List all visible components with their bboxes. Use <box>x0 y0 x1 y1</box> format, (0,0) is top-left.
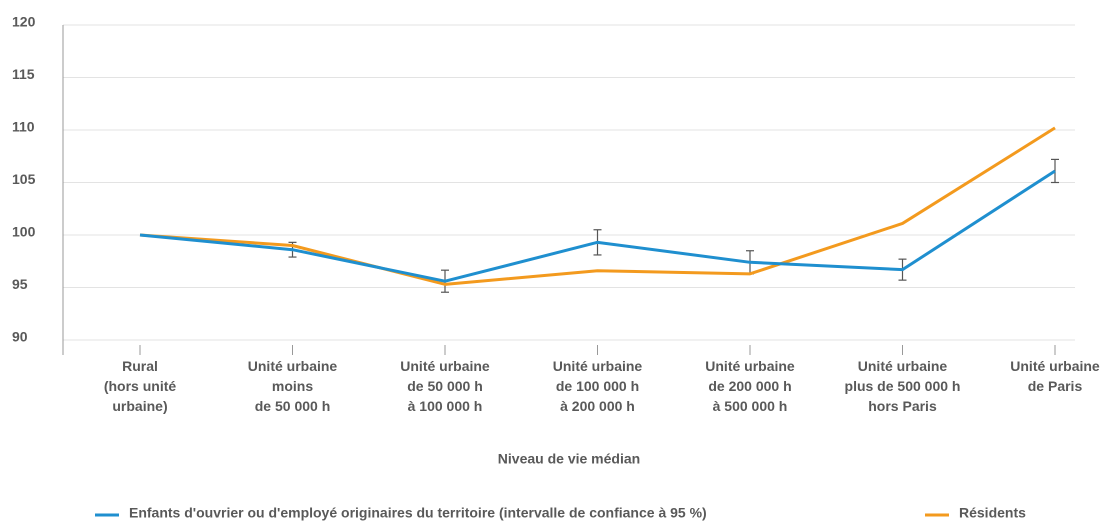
series-line <box>139 126 1056 286</box>
x-tick-label-line: Unité urbaine <box>858 358 948 374</box>
x-tick-label-line: moins <box>272 378 313 394</box>
series-line <box>139 169 1056 283</box>
x-tick-label-line: de 50 000 h <box>255 398 331 414</box>
x-tick-label-line: Unité urbaine <box>553 358 643 374</box>
x-tick-label-line: de Paris <box>1028 378 1083 394</box>
x-tick-label-line: de 100 000 h <box>556 378 639 394</box>
x-tick-label: Unité urbaine de 50 000 h à 100 000 h <box>400 358 490 414</box>
x-tick-label-line: à 200 000 h <box>560 398 635 414</box>
x-tick-label-line: à 100 000 h <box>408 398 483 414</box>
x-tick-label-line: Rural <box>122 358 158 374</box>
x-tick-label-line: (hors unité <box>104 378 177 394</box>
x-tick-label-line: Unité urbaine <box>400 358 490 374</box>
x-tick-label-line: Unité urbaine <box>1010 358 1100 374</box>
legend-label: Enfants d'ouvrier ou d'employé originair… <box>129 505 707 521</box>
x-tick-label: Rural (hors unité urbaine) <box>104 358 177 414</box>
legend-label: Résidents <box>959 505 1026 521</box>
x-tick-label-line: de 50 000 h <box>407 378 483 394</box>
x-tick-label-line: de 200 000 h <box>708 378 791 394</box>
y-tick-label: 110 <box>12 119 35 135</box>
x-tick-label-line: à 500 000 h <box>713 398 788 414</box>
y-tick-label: 105 <box>12 171 36 187</box>
x-tick-label-line: Unité urbaine <box>248 358 338 374</box>
y-tick-label: 100 <box>12 224 36 240</box>
x-tick-label-line: plus de 500 000 h <box>845 378 961 394</box>
x-tick-label: Unité urbaine de Paris <box>1010 358 1100 394</box>
x-tick-label: Unité urbaine plus de 500 000 h hors Paris <box>845 358 961 414</box>
y-tick-label: 115 <box>12 66 35 82</box>
x-tick-label-line: urbaine) <box>112 398 167 414</box>
y-tick-label: 95 <box>12 276 28 292</box>
x-tick-label-line: hors Paris <box>868 398 937 414</box>
y-tick-label: 120 <box>12 14 36 30</box>
x-tick-label: Unité urbaine moins de 50 000 h <box>248 358 338 414</box>
x-axis-title: Niveau de vie médian <box>498 451 640 467</box>
x-tick-label: Unité urbaine de 100 000 h à 200 000 h <box>553 358 643 414</box>
x-tick-label-line: Unité urbaine <box>705 358 795 374</box>
y-tick-label: 90 <box>12 329 28 345</box>
x-tick-label: Unité urbaine de 200 000 h à 500 000 h <box>705 358 795 414</box>
